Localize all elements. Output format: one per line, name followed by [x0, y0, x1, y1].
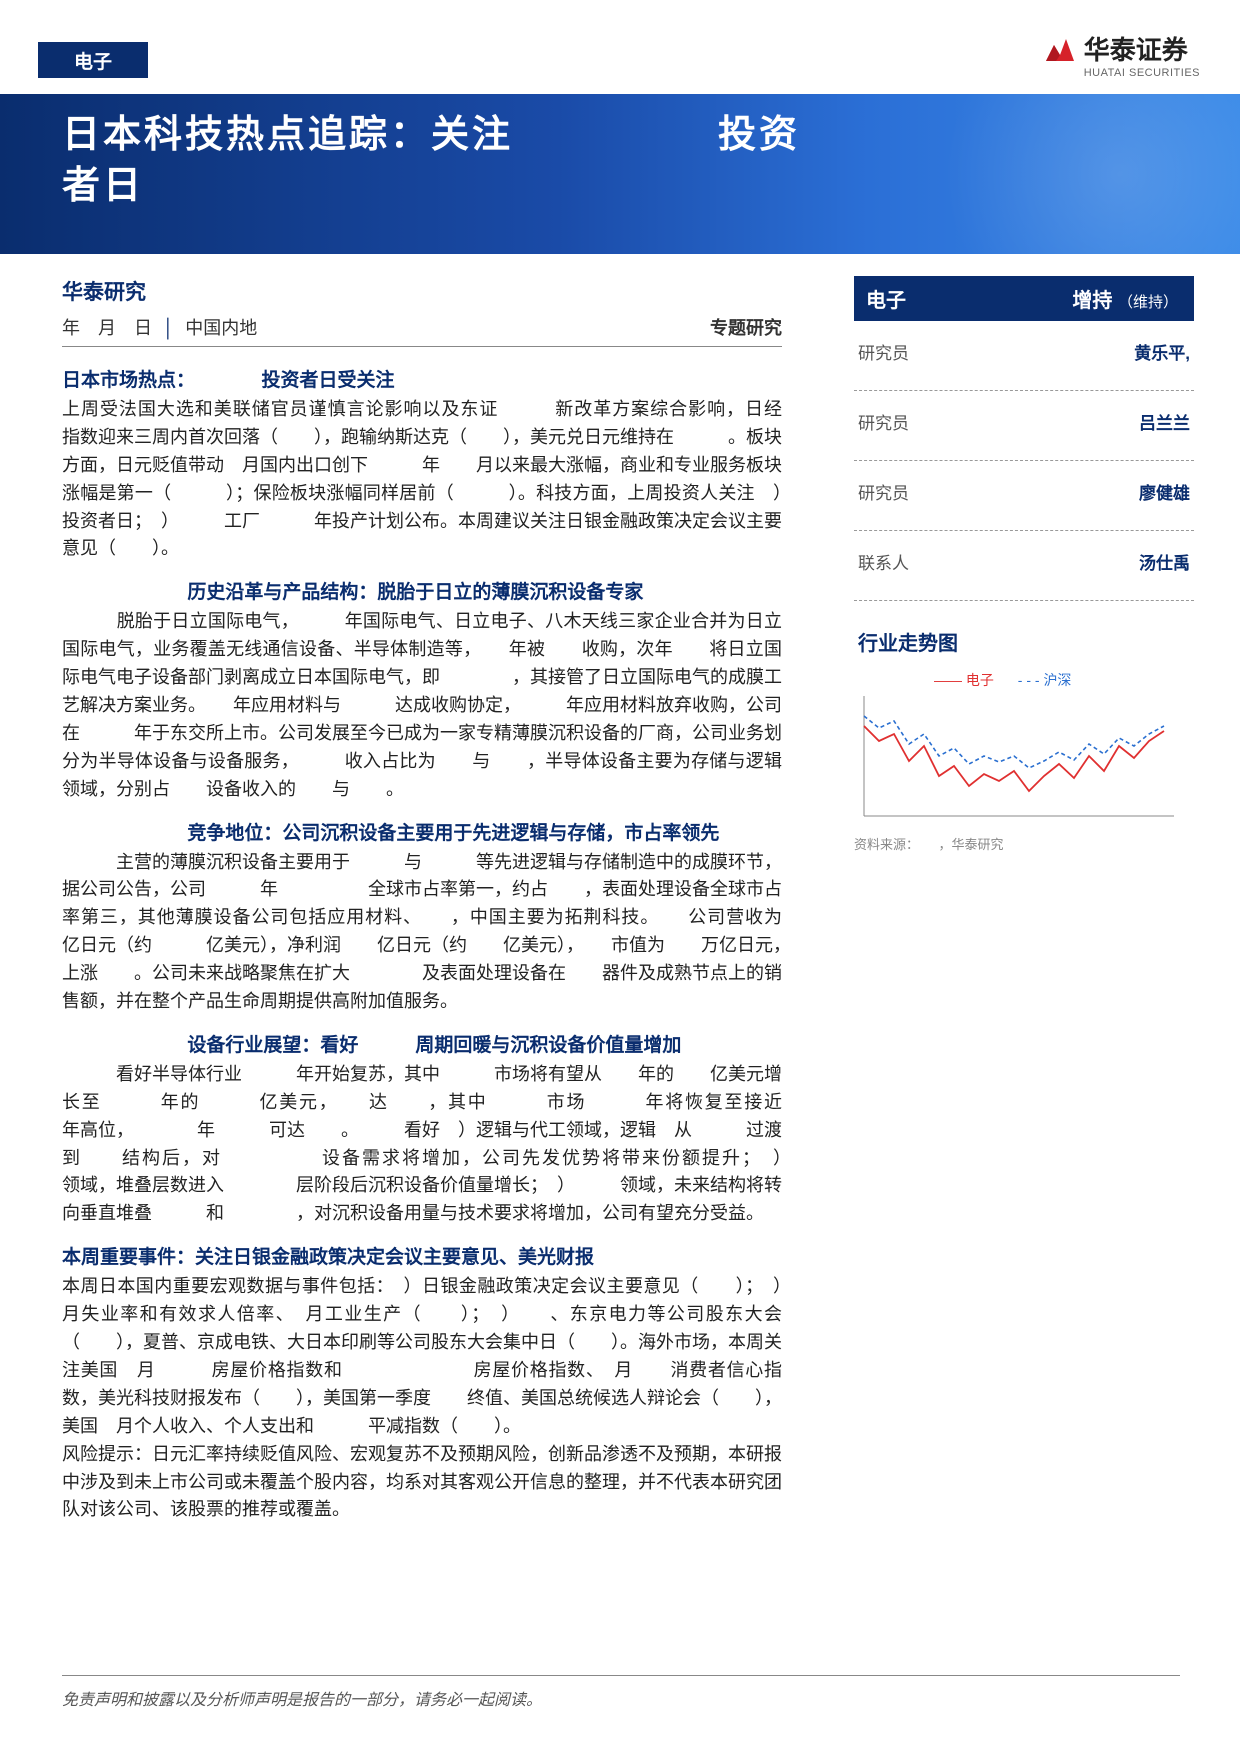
- trend-chart: —— 电子 - - - 沪深: [854, 668, 1184, 828]
- section-title: 历史沿革与产品结构：脱胎于日立的薄膜沉积设备专家: [62, 577, 782, 604]
- section-title: 本周重要事件：关注日银金融政策决定会议主要意见、美光财报: [62, 1242, 782, 1269]
- section-body: 看好半导体行业 年开始复苏，其中 市场将有望从 年的 亿美元增长至 年的 亿美元…: [62, 1061, 782, 1228]
- section-title: 设备行业展望：看好 周期回暖与沉积设备价值量增加: [62, 1030, 782, 1057]
- chart-title: 行业走势图: [858, 627, 1194, 656]
- meta-line: 年 月 日 │ 中国内地 专题研究: [62, 314, 782, 347]
- meta-region: 中国内地: [185, 318, 257, 338]
- legend-e: 电子: [966, 672, 994, 688]
- company-logo: 华泰证券 HUATAI SECURITIES: [1042, 30, 1200, 79]
- section-title: 竞争地位：公司沉积设备主要用于先进逻辑与存储，市占率领先: [62, 818, 782, 845]
- rating-value: 增持: [1072, 290, 1112, 312]
- logo-text-en: HUATAI SECURITIES: [1084, 67, 1200, 79]
- chart-source: 资料来源： ，华泰研究: [854, 834, 1194, 853]
- logo-icon: [1042, 31, 1078, 67]
- section-title: 日本市场热点： 投资者日受关注: [62, 365, 782, 392]
- sidebar: 电子 增持 （维持） 研究员黄乐平,研究员吕兰兰研究员廖健雄联系人汤仕禹 行业走…: [854, 276, 1194, 853]
- footer-disclaimer: 免责声明和披露以及分析师声明是报告的一部分，请务必一起阅读。: [62, 1675, 1180, 1710]
- meta-date: 年 月 日: [62, 318, 152, 338]
- main-content: 华泰研究 年 月 日 │ 中国内地 专题研究 日本市场热点： 投资者日受关注上周…: [62, 276, 782, 1524]
- analyst-row: 研究员吕兰兰: [854, 391, 1194, 461]
- legend-h: 沪深: [1043, 672, 1071, 688]
- rating-note: （维持）: [1118, 294, 1178, 311]
- section-body: 上周受法国大选和美联储官员谨慎言论影响以及东证 新改革方案综合影响，日经 指数迎…: [62, 396, 782, 563]
- research-head: 华泰研究: [62, 276, 782, 306]
- section-body: 脱胎于日立国际电气， 年国际电气、日立电子、八木天线三家企业合并为日立国际电气，…: [62, 608, 782, 803]
- section-body: 风险提示：日元汇率持续贬值风险、宏观复苏不及预期风险，创新品渗透不及预期，本研报…: [62, 1441, 782, 1525]
- section-body: 本周日本国内重要宏观数据与事件包括： ）日银金融政策决定会议主要意见（ ）； ）…: [62, 1273, 782, 1440]
- section-body: 主营的薄膜沉积设备主要用于 与 等先进逻辑与存储制造中的成膜环节，据公司公告，公…: [62, 849, 782, 1016]
- rating-bar: 电子 增持 （维持）: [854, 276, 1194, 321]
- industry-tab: 电子: [38, 42, 148, 78]
- analyst-row: 联系人汤仕禹: [854, 531, 1194, 601]
- rating-sector: 电子: [866, 284, 906, 313]
- report-title: 日本科技热点追踪：关注 投资者日: [62, 110, 822, 213]
- logo-text-cn: 华泰证券: [1084, 30, 1188, 67]
- meta-type: 专题研究: [710, 314, 782, 340]
- analyst-row: 研究员黄乐平,: [854, 321, 1194, 391]
- analyst-row: 研究员廖健雄: [854, 461, 1194, 531]
